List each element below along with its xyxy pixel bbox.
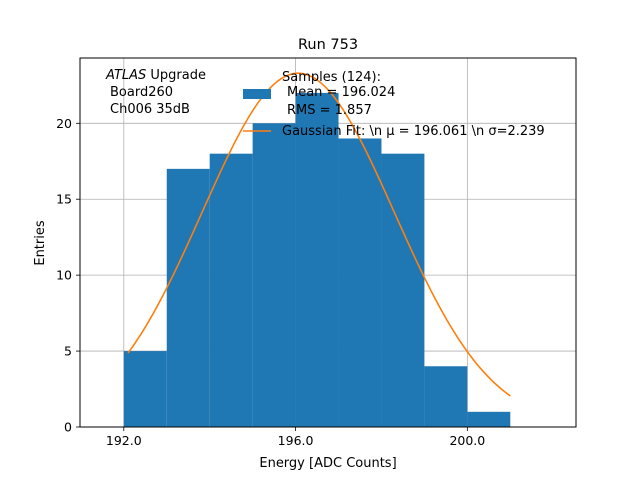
histogram-bar (123, 351, 167, 427)
x-axis-label: Energy [ADC Counts] (259, 456, 396, 471)
chart-title: Run 753 (298, 37, 358, 53)
x-axis-ticks: 192.0 196.0 200.0 (106, 427, 485, 448)
y-tick-label: 0 (64, 420, 72, 435)
gaussian-fit (127, 72, 511, 397)
legend-samples-label: Samples (124): (282, 70, 381, 85)
legend: Samples (124): Mean = 196.024 RMS = 1.85… (243, 70, 545, 139)
atlas-annotation: ATLAS Upgrade Board260 Ch006 35dB (105, 68, 206, 117)
y-tick-label: 20 (56, 116, 72, 131)
y-tick-label: 5 (64, 344, 72, 359)
gaussian-fit-line (127, 72, 511, 397)
histogram-bar (381, 153, 425, 427)
upgrade-label: Upgrade (146, 68, 206, 83)
y-tick-label: 10 (56, 268, 72, 283)
x-tick-label: 192.0 (106, 433, 142, 448)
histogram-bar (295, 92, 339, 427)
y-tick-label: 15 (56, 192, 72, 207)
legend-mean-label: Mean = 196.024 (287, 85, 395, 100)
y-axis-label: Entries (33, 220, 48, 266)
board-label: Board260 (110, 85, 173, 100)
legend-rms-label: RMS = 1.857 (287, 103, 372, 118)
plot-frame (79, 57, 577, 428)
histogram-bars (123, 92, 511, 427)
histogram-bar (338, 138, 382, 427)
histogram-bar (252, 123, 296, 427)
atlas-annotation-title: ATLAS Upgrade (105, 68, 206, 83)
legend-histogram-swatch (243, 89, 271, 99)
legend-fit-label: Gaussian Fit: \n μ = 196.061 \n σ=2.239 (282, 124, 545, 139)
channel-label: Ch006 35dB (110, 102, 190, 117)
histogram-bar (467, 411, 511, 427)
histogram-bar (209, 153, 253, 427)
y-axis-ticks: 0 5 10 15 20 (56, 116, 80, 435)
histogram-bar (166, 168, 210, 427)
x-tick-label: 196.0 (278, 433, 314, 448)
atlas-label: ATLAS (105, 68, 146, 83)
histogram-bar (424, 366, 468, 427)
x-tick-label: 200.0 (449, 433, 485, 448)
